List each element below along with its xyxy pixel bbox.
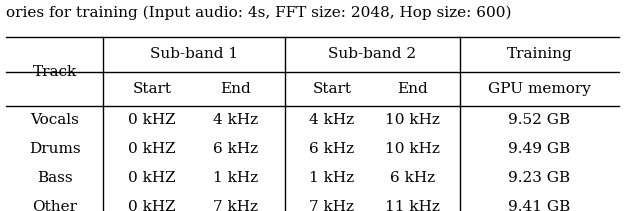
Text: 6 kHz: 6 kHz xyxy=(390,171,435,185)
Text: Drums: Drums xyxy=(29,142,81,156)
Text: GPU memory: GPU memory xyxy=(488,82,591,96)
Text: Sub-band 1: Sub-band 1 xyxy=(150,47,238,61)
Text: End: End xyxy=(397,82,428,96)
Text: Other: Other xyxy=(32,200,77,211)
Text: 7 kHz: 7 kHz xyxy=(309,200,355,211)
Text: 6 kHz: 6 kHz xyxy=(213,142,258,156)
Text: 11 kHz: 11 kHz xyxy=(385,200,440,211)
Text: Start: Start xyxy=(312,82,351,96)
Text: Start: Start xyxy=(132,82,172,96)
Text: 0 kHZ: 0 kHZ xyxy=(129,113,176,127)
Text: 4 kHz: 4 kHz xyxy=(309,113,355,127)
Text: 9.49 GB: 9.49 GB xyxy=(508,142,571,156)
Text: Training: Training xyxy=(507,47,572,61)
Text: 10 kHz: 10 kHz xyxy=(385,142,440,156)
Text: 7 kHz: 7 kHz xyxy=(213,200,258,211)
Text: 4 kHz: 4 kHz xyxy=(213,113,258,127)
Text: Vocals: Vocals xyxy=(30,113,79,127)
Text: 9.41 GB: 9.41 GB xyxy=(508,200,571,211)
Text: End: End xyxy=(220,82,251,96)
Text: 10 kHz: 10 kHz xyxy=(385,113,440,127)
Text: ories for training (Input audio: 4s, FFT size: 2048, Hop size: 600): ories for training (Input audio: 4s, FFT… xyxy=(6,5,512,20)
Text: Track: Track xyxy=(33,65,77,78)
Text: 1 kHz: 1 kHz xyxy=(213,171,258,185)
Text: 9.23 GB: 9.23 GB xyxy=(508,171,571,185)
Text: 0 kHZ: 0 kHZ xyxy=(129,200,176,211)
Text: 6 kHz: 6 kHz xyxy=(309,142,355,156)
Text: 0 kHZ: 0 kHZ xyxy=(129,142,176,156)
Text: 1 kHz: 1 kHz xyxy=(309,171,355,185)
Text: Bass: Bass xyxy=(37,171,72,185)
Text: 0 kHZ: 0 kHZ xyxy=(129,171,176,185)
Text: 9.52 GB: 9.52 GB xyxy=(508,113,571,127)
Text: Sub-band 2: Sub-band 2 xyxy=(328,47,416,61)
